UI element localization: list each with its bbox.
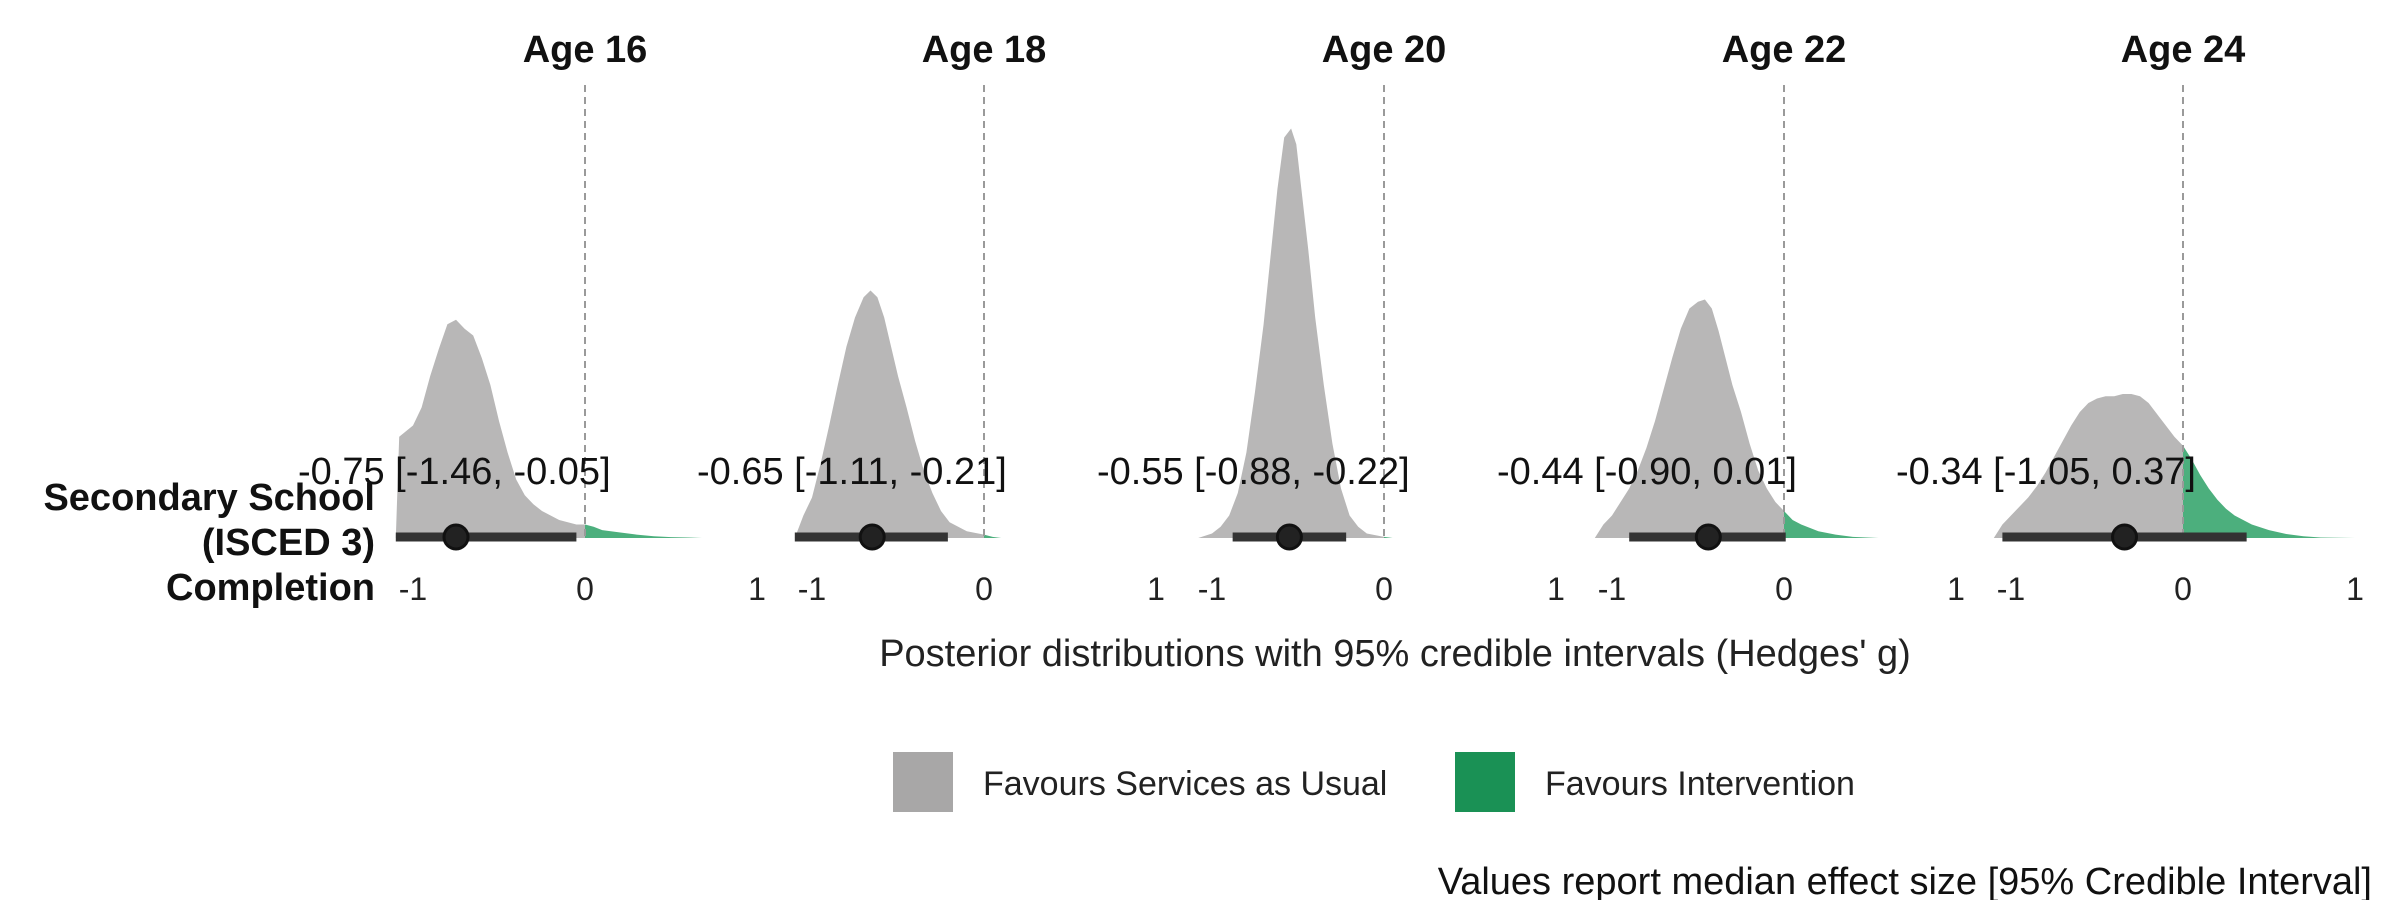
facet-title: Age 16 (523, 29, 648, 71)
x-tick-label: -1 (1997, 571, 2025, 607)
row-label: Secondary School (ISCED 3) Completion (43, 477, 375, 609)
facet-3: Age 20 -0.55 [-0.88, -0.22] -1 0 1 (1097, 29, 1565, 607)
x-tick-label: -1 (1598, 571, 1626, 607)
x-tick-label: 1 (2346, 571, 2364, 607)
effect-size-label: -0.34 [-1.05, 0.37] (1896, 451, 2196, 493)
density-area-negative (1594, 299, 1784, 538)
median-point (858, 523, 886, 551)
x-tick-label: 0 (2174, 571, 2192, 607)
density-area-positive (1384, 536, 1393, 538)
x-tick-label: 0 (1375, 571, 1393, 607)
facet-1: Age 16 -0.75 [-1.46, -0.05] -1 0 1 (298, 29, 766, 607)
effect-size-label: -0.75 [-1.46, -0.05] (298, 451, 611, 493)
effect-size-label: -0.44 [-0.90, 0.01] (1497, 451, 1797, 493)
x-tick-label: -1 (1198, 571, 1226, 607)
x-tick-label: -1 (399, 571, 427, 607)
x-tick-label: 0 (576, 571, 594, 607)
facet-title: Age 20 (1322, 29, 1447, 71)
density-area-negative (794, 290, 984, 538)
density-area-negative (1198, 128, 1384, 538)
legend-label-intervention: Favours Intervention (1545, 765, 1855, 803)
density-area-positive (1784, 511, 1879, 538)
median-point (1694, 523, 1722, 551)
x-tick-label: -1 (798, 571, 826, 607)
legend-swatch-intervention (1455, 752, 1515, 812)
median-point (2111, 523, 2139, 551)
row-label-line-1: Secondary School (43, 477, 375, 519)
density-area-positive (585, 524, 702, 538)
effect-size-label: -0.55 [-0.88, -0.22] (1097, 451, 1410, 493)
facet-title: Age 24 (2121, 29, 2246, 71)
density-area-positive (984, 534, 1002, 538)
density-area-negative (1993, 394, 2183, 538)
median-point (1275, 523, 1303, 551)
x-tick-label: 0 (975, 571, 993, 607)
x-tick-label: 1 (748, 571, 766, 607)
x-axis-title: Posterior distributions with 95% credibl… (879, 633, 1911, 675)
facet-5: Age 24 -0.34 [-1.05, 0.37] -1 0 1 (1896, 29, 2364, 607)
density-area-positive (2183, 445, 2355, 538)
legend: Favours Services as Usual Favours Interv… (893, 752, 1855, 812)
facet-2: Age 18 -0.65 [-1.11, -0.21] -1 0 1 (697, 29, 1165, 607)
median-point (442, 523, 470, 551)
row-label-line-3: Completion (166, 567, 375, 609)
facet-title: Age 18 (922, 29, 1047, 71)
facet-panels: Age 16 -0.75 [-1.46, -0.05] -1 0 1 Age 18 -0.6… (298, 29, 2364, 607)
row-label-line-2: (ISCED 3) (202, 522, 375, 564)
effect-size-label: -0.65 [-1.11, -0.21] (697, 451, 1007, 493)
x-tick-label: 1 (1547, 571, 1565, 607)
facet-title: Age 22 (1722, 29, 1847, 71)
x-tick-label: 1 (1147, 571, 1165, 607)
legend-label-services-as-usual: Favours Services as Usual (983, 765, 1387, 803)
facet-4: Age 22 -0.44 [-0.90, 0.01] -1 0 1 (1497, 29, 1965, 607)
caption: Values report median effect size [95% Cr… (1438, 861, 2372, 900)
x-tick-label: 0 (1775, 571, 1793, 607)
legend-swatch-services-as-usual (893, 752, 953, 812)
density-area-negative (395, 319, 585, 538)
x-tick-label: 1 (1947, 571, 1965, 607)
